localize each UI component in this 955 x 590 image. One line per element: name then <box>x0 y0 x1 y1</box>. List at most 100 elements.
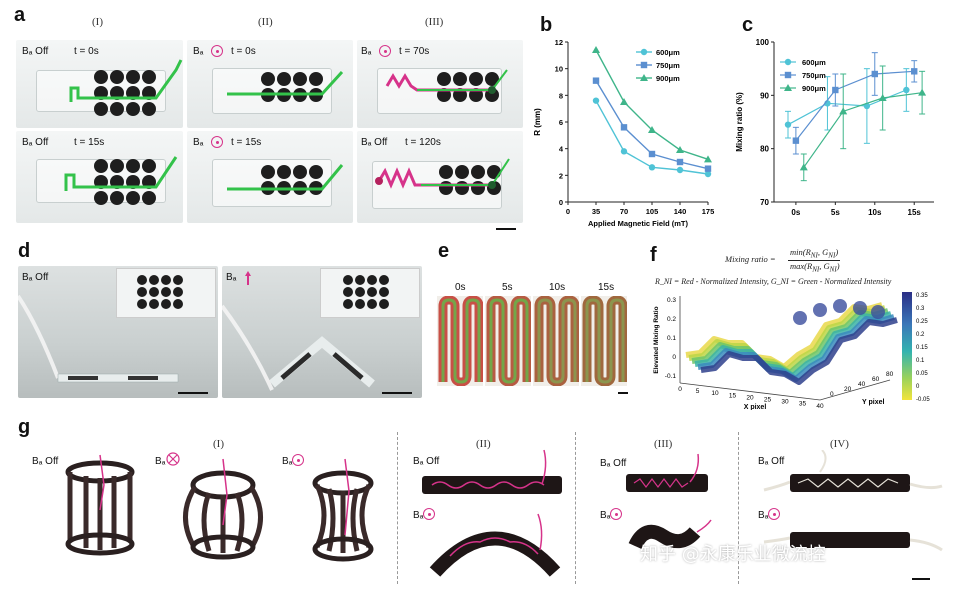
colorbar <box>902 292 912 400</box>
legend-marker <box>784 58 792 66</box>
magnet-array <box>137 275 183 309</box>
data-point <box>620 148 628 155</box>
y-tick-label: 0 <box>559 198 563 207</box>
surface-peak <box>793 311 807 325</box>
surface-peak <box>813 303 827 317</box>
legend-label: 900μm <box>802 84 826 93</box>
panel-c-letter: c <box>742 14 754 36</box>
field-out-of-plane-icon <box>211 136 223 148</box>
z-tick-label: 0.3 <box>667 297 676 304</box>
data-point <box>799 163 808 171</box>
colorbar-tick-label: 0.05 <box>916 371 928 377</box>
x-tick-label: 35 <box>592 207 600 216</box>
panel-g-col-3: (III) <box>654 438 673 450</box>
green-channel <box>227 70 344 96</box>
panel-g-label-4: Bₐ Off <box>413 456 440 467</box>
panel-g-divider-1 <box>397 432 398 584</box>
cylinder-expanded <box>182 458 264 560</box>
watermark: 知乎 @永康乐业微流控 <box>640 544 826 565</box>
x-tick-label: 105 <box>646 207 659 216</box>
mixing-strip <box>581 296 627 386</box>
green-channel <box>64 156 178 191</box>
x-tick-label: 10 <box>711 390 719 397</box>
panel-a-col-2: (II) <box>258 16 273 28</box>
panel-g-label-8: Bₐ Off <box>758 456 785 467</box>
x-tick-label: 175 <box>702 207 715 216</box>
panel-g-label-5: Bₐ <box>413 510 424 521</box>
channel-inner <box>585 298 625 384</box>
x-tick-label: 0 <box>678 386 682 393</box>
data-point <box>620 98 628 105</box>
data-point <box>918 88 927 96</box>
y-tick-label: 100 <box>756 38 770 47</box>
panel-d-inset-2 <box>320 268 420 318</box>
colorbar-tick-label: 0.25 <box>916 319 928 325</box>
legend-label: 600μm <box>802 58 826 67</box>
colorbar-tick-label: 0 <box>916 384 920 390</box>
x-tick-label: 5 <box>696 388 700 395</box>
surface-peak <box>871 305 885 319</box>
panel-e-time-3: 15s <box>598 282 615 293</box>
x-tick-label: 40 <box>816 403 824 410</box>
data-point <box>592 77 600 84</box>
panel-a-photo-3: Bₐ t = 70s <box>357 40 523 128</box>
panel-a-field-label-6: Bₐ Off <box>361 137 388 148</box>
tubing <box>18 294 179 383</box>
field-into-plane-icon <box>166 452 180 466</box>
strip-folded <box>628 519 712 550</box>
y-tick-label: 80 <box>886 371 894 378</box>
z-tick-label: 0.1 <box>667 335 676 342</box>
panel-a-photo-1: Bₐ Off t = 0s <box>16 40 183 128</box>
data-point <box>620 124 628 131</box>
strip-short <box>626 453 708 492</box>
cylinder-rest <box>65 454 135 556</box>
panel-g-label-6: Bₐ Off <box>600 458 627 469</box>
panel-a-time-label-2: t = 0s <box>231 46 256 57</box>
x-tick-label: 20 <box>746 394 754 401</box>
panel-f-definition: R_NI = Red - Normalized Intensity, G_NI … <box>655 277 892 286</box>
data-point <box>648 150 656 158</box>
series-line <box>787 89 907 126</box>
panel-a-photo-2: Bₐ t = 0s <box>187 40 353 128</box>
x-axis-label: X pixel <box>744 404 767 410</box>
legend-label: 600μm <box>656 48 680 57</box>
y-tick-label: 4 <box>559 145 564 154</box>
strip-tubing <box>763 450 943 492</box>
legend-marker <box>784 71 792 79</box>
legend-marker <box>640 48 648 56</box>
panel-a-field-label-3: Bₐ <box>361 46 372 57</box>
panel-e-time-0: 0s <box>455 282 466 293</box>
panel-g-scale-bar <box>912 578 930 580</box>
y-axis-label: Mixing ratio (%) <box>735 92 744 152</box>
data-point <box>704 165 712 172</box>
y-axis-label: R (mm) <box>533 108 542 136</box>
panel-g-label-7: Bₐ <box>600 510 611 521</box>
legend-marker <box>784 84 792 91</box>
y-tick-label: 6 <box>559 118 563 127</box>
panel-a-letter: a <box>14 4 26 26</box>
legend-label: 900μm <box>656 74 680 83</box>
legend-marker <box>640 74 648 81</box>
panel-e-time-2: 10s <box>549 282 566 293</box>
y-tick-label: 10 <box>555 65 563 74</box>
panel-f-fraction-bar <box>788 260 840 261</box>
panel-a-field-label-2: Bₐ <box>193 46 204 57</box>
y-tick-label: 80 <box>760 145 769 154</box>
series-line <box>595 49 709 160</box>
y-tick-label: 2 <box>559 171 563 180</box>
strip-flat <box>422 449 562 494</box>
panel-a-time-label-5: t = 15s <box>231 137 262 148</box>
surface-band <box>700 317 898 385</box>
strip-tubing-actuated <box>763 532 943 552</box>
channel-inner <box>441 298 481 384</box>
strip-bent <box>429 513 561 577</box>
series-line <box>795 70 915 142</box>
panel-a-col-3: (III) <box>425 16 444 28</box>
data-point <box>839 107 848 115</box>
magnet-array <box>94 159 156 205</box>
panel-b-letter: b <box>540 14 553 36</box>
panel-a-scale-bar <box>496 228 516 230</box>
series-line <box>803 92 923 168</box>
legend-label: 750μm <box>656 61 680 70</box>
legend-label: 750μm <box>802 71 826 80</box>
